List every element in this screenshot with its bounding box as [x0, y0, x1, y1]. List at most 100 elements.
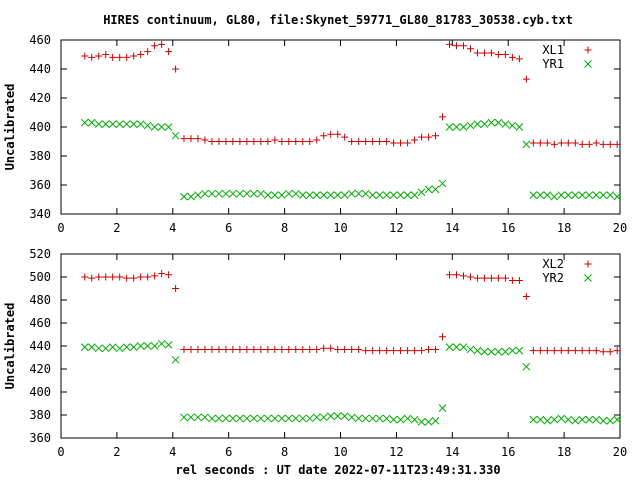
- data-point-cross: [361, 414, 370, 423]
- x-tick-label: 0: [57, 445, 64, 459]
- data-point-cross: [578, 415, 587, 424]
- data-point-plus: [341, 345, 349, 353]
- data-point-cross: [585, 415, 594, 424]
- data-point-plus: [404, 347, 412, 355]
- y-tick-label: 460: [29, 33, 51, 47]
- data-point-plus: [376, 138, 384, 145]
- data-point-cross: [94, 120, 103, 128]
- data-point-plus: [473, 274, 481, 282]
- data-point-cross: [180, 192, 188, 201]
- data-point-plus: [88, 53, 96, 61]
- data-point-plus: [229, 138, 237, 145]
- x-tick-label: 4: [169, 445, 176, 459]
- data-point-cross: [368, 191, 377, 200]
- data-point-cross: [445, 343, 454, 352]
- data-point-cross: [508, 121, 517, 130]
- data-point-cross: [501, 120, 510, 128]
- data-point-cross: [599, 191, 608, 200]
- x-tick-label: 14: [445, 221, 459, 235]
- data-point-cross: [382, 191, 391, 200]
- data-point-cross: [466, 345, 475, 354]
- data-point-plus: [208, 138, 216, 145]
- data-point-cross: [201, 413, 209, 422]
- data-point-plus: [109, 53, 117, 61]
- data-point-cross: [333, 191, 342, 200]
- data-point-cross: [291, 414, 300, 423]
- data-point-cross: [312, 413, 321, 422]
- data-point-cross: [250, 189, 258, 198]
- y-axis-label: Uncalibrated: [3, 303, 17, 390]
- data-point-plus: [425, 133, 433, 141]
- data-point-plus: [327, 130, 335, 138]
- plot-frame: [60, 253, 621, 439]
- data-point-plus: [571, 139, 579, 147]
- data-point-cross: [284, 414, 293, 423]
- data-point-plus: [271, 136, 279, 144]
- data-point-plus: [292, 345, 300, 353]
- data-point-plus: [144, 48, 152, 56]
- data-point-plus: [102, 51, 110, 58]
- x-tick-label: 12: [389, 221, 403, 235]
- data-point-plus: [123, 53, 131, 61]
- y-tick-label: 440: [29, 62, 51, 76]
- data-point-cross: [543, 416, 552, 425]
- data-point-plus: [123, 274, 131, 282]
- data-point-cross: [613, 192, 622, 201]
- data-point-plus: [397, 347, 405, 355]
- data-point-plus: [187, 135, 195, 143]
- data-point-cross: [298, 191, 307, 200]
- data-point-cross: [236, 414, 244, 423]
- data-point-plus: [222, 345, 230, 353]
- data-point-plus: [452, 42, 460, 50]
- data-point-plus: [151, 272, 159, 280]
- data-point-plus: [397, 139, 405, 147]
- data-point-plus: [418, 133, 426, 141]
- data-point-plus: [334, 345, 342, 353]
- data-point-plus: [376, 347, 384, 355]
- data-point-plus: [529, 347, 537, 355]
- y-tick-label: 380: [29, 408, 51, 422]
- data-point-plus: [341, 133, 349, 141]
- legend-marker: [584, 46, 592, 54]
- legend-label: YR2: [542, 271, 564, 285]
- data-point-plus: [278, 345, 286, 353]
- data-point-cross: [606, 416, 615, 425]
- x-tick-label: 16: [501, 221, 515, 235]
- y-tick-label: 520: [29, 247, 51, 261]
- data-point-cross: [136, 342, 145, 350]
- data-point-cross: [550, 192, 559, 201]
- data-point-plus: [383, 347, 391, 355]
- data-point-plus: [508, 53, 516, 61]
- data-point-plus: [592, 347, 600, 355]
- data-point-plus: [550, 140, 558, 148]
- upper-panel: 0 2 4 6 8 10 12 14 16 18 20 340 360 380 400 420 440 460 Un…: [3, 33, 627, 235]
- data-point-cross: [215, 189, 223, 198]
- data-point-plus: [236, 345, 244, 353]
- data-point-cross: [515, 346, 524, 355]
- data-point-plus: [473, 49, 481, 57]
- data-point-cross: [270, 414, 279, 423]
- data-point-cross: [277, 191, 286, 200]
- data-point-plus: [257, 345, 265, 353]
- data-point-plus: [529, 139, 537, 147]
- data-point-plus: [571, 347, 579, 355]
- data-point-plus: [299, 138, 307, 145]
- data-point-cross: [87, 118, 96, 127]
- data-point-cross: [592, 415, 601, 424]
- y-tick-label: 380: [29, 149, 51, 163]
- data-point-plus: [446, 40, 454, 48]
- data-point-cross: [424, 185, 433, 194]
- lower-panel: 0 2 4 6 8 10 12 14 16 18 20 360 380 400 420 440 460 480 50…: [3, 247, 627, 459]
- data-point-plus: [599, 348, 607, 356]
- data-point-plus: [313, 136, 321, 144]
- data-point-plus: [158, 270, 166, 278]
- data-point-cross: [270, 191, 279, 200]
- data-point-plus: [564, 347, 572, 355]
- y-tick-label: 340: [29, 207, 51, 221]
- data-point-cross: [256, 414, 265, 423]
- data-point-plus: [165, 48, 173, 56]
- data-point-plus: [411, 347, 419, 355]
- data-point-cross: [347, 189, 356, 198]
- data-point-cross: [108, 343, 117, 352]
- data-point-cross: [326, 191, 335, 200]
